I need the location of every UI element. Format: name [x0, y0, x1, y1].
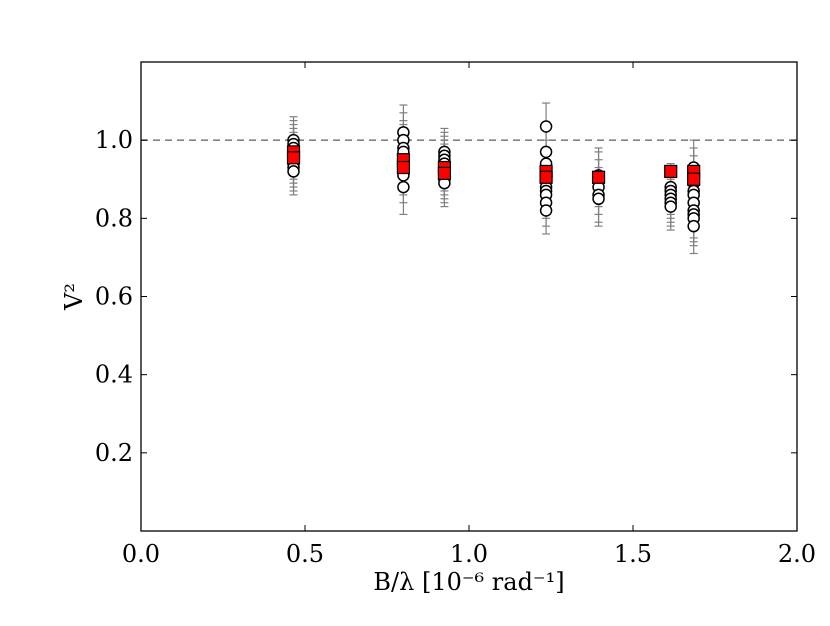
model-point-9: [664, 164, 678, 179]
model-point-11: [687, 172, 701, 186]
model-point-8: [591, 170, 606, 184]
y-tick-label-0: 0.2: [95, 439, 133, 467]
y-tick-label-3: 0.8: [95, 204, 133, 232]
y-tick-label-4: 1.0: [95, 126, 133, 154]
errorbars-layer: [289, 102, 698, 255]
y-tick-label-2: 0.6: [95, 283, 133, 311]
model-point-1: [286, 151, 301, 165]
x-tick-label-1: 0.5: [286, 540, 324, 568]
points-layer: [286, 120, 701, 233]
x-tick-label-3: 1.5: [614, 540, 652, 568]
measured-point-8: [287, 165, 300, 178]
plot-frame: [140, 61, 798, 532]
measured-point-28: [539, 145, 553, 159]
measured-point-27: [539, 120, 553, 133]
measured-point-57: [687, 219, 700, 233]
x-tick-label-2: 1.0: [450, 540, 488, 568]
ticks-layer: 0.0 0.5 1.0 1.5 2.0 0.2 0.4 0.6 0.8 1.0: [95, 62, 816, 568]
model-point-3: [396, 160, 410, 175]
y-tick-label-1: 0.4: [95, 361, 133, 389]
model-point-7: [539, 170, 553, 184]
y-axis-label: V²: [60, 283, 88, 311]
x-tick-label-0: 0.0: [122, 540, 160, 568]
measured-point-41: [592, 192, 605, 206]
x-tick-label-4: 2.0: [778, 540, 816, 568]
measured-point-47: [664, 200, 677, 213]
measured-point-36: [539, 204, 553, 217]
model-point-5: [437, 166, 451, 180]
measured-point-17: [397, 180, 410, 194]
x-axis-label: B/λ [10⁻⁶ rad⁻¹]: [373, 568, 564, 596]
